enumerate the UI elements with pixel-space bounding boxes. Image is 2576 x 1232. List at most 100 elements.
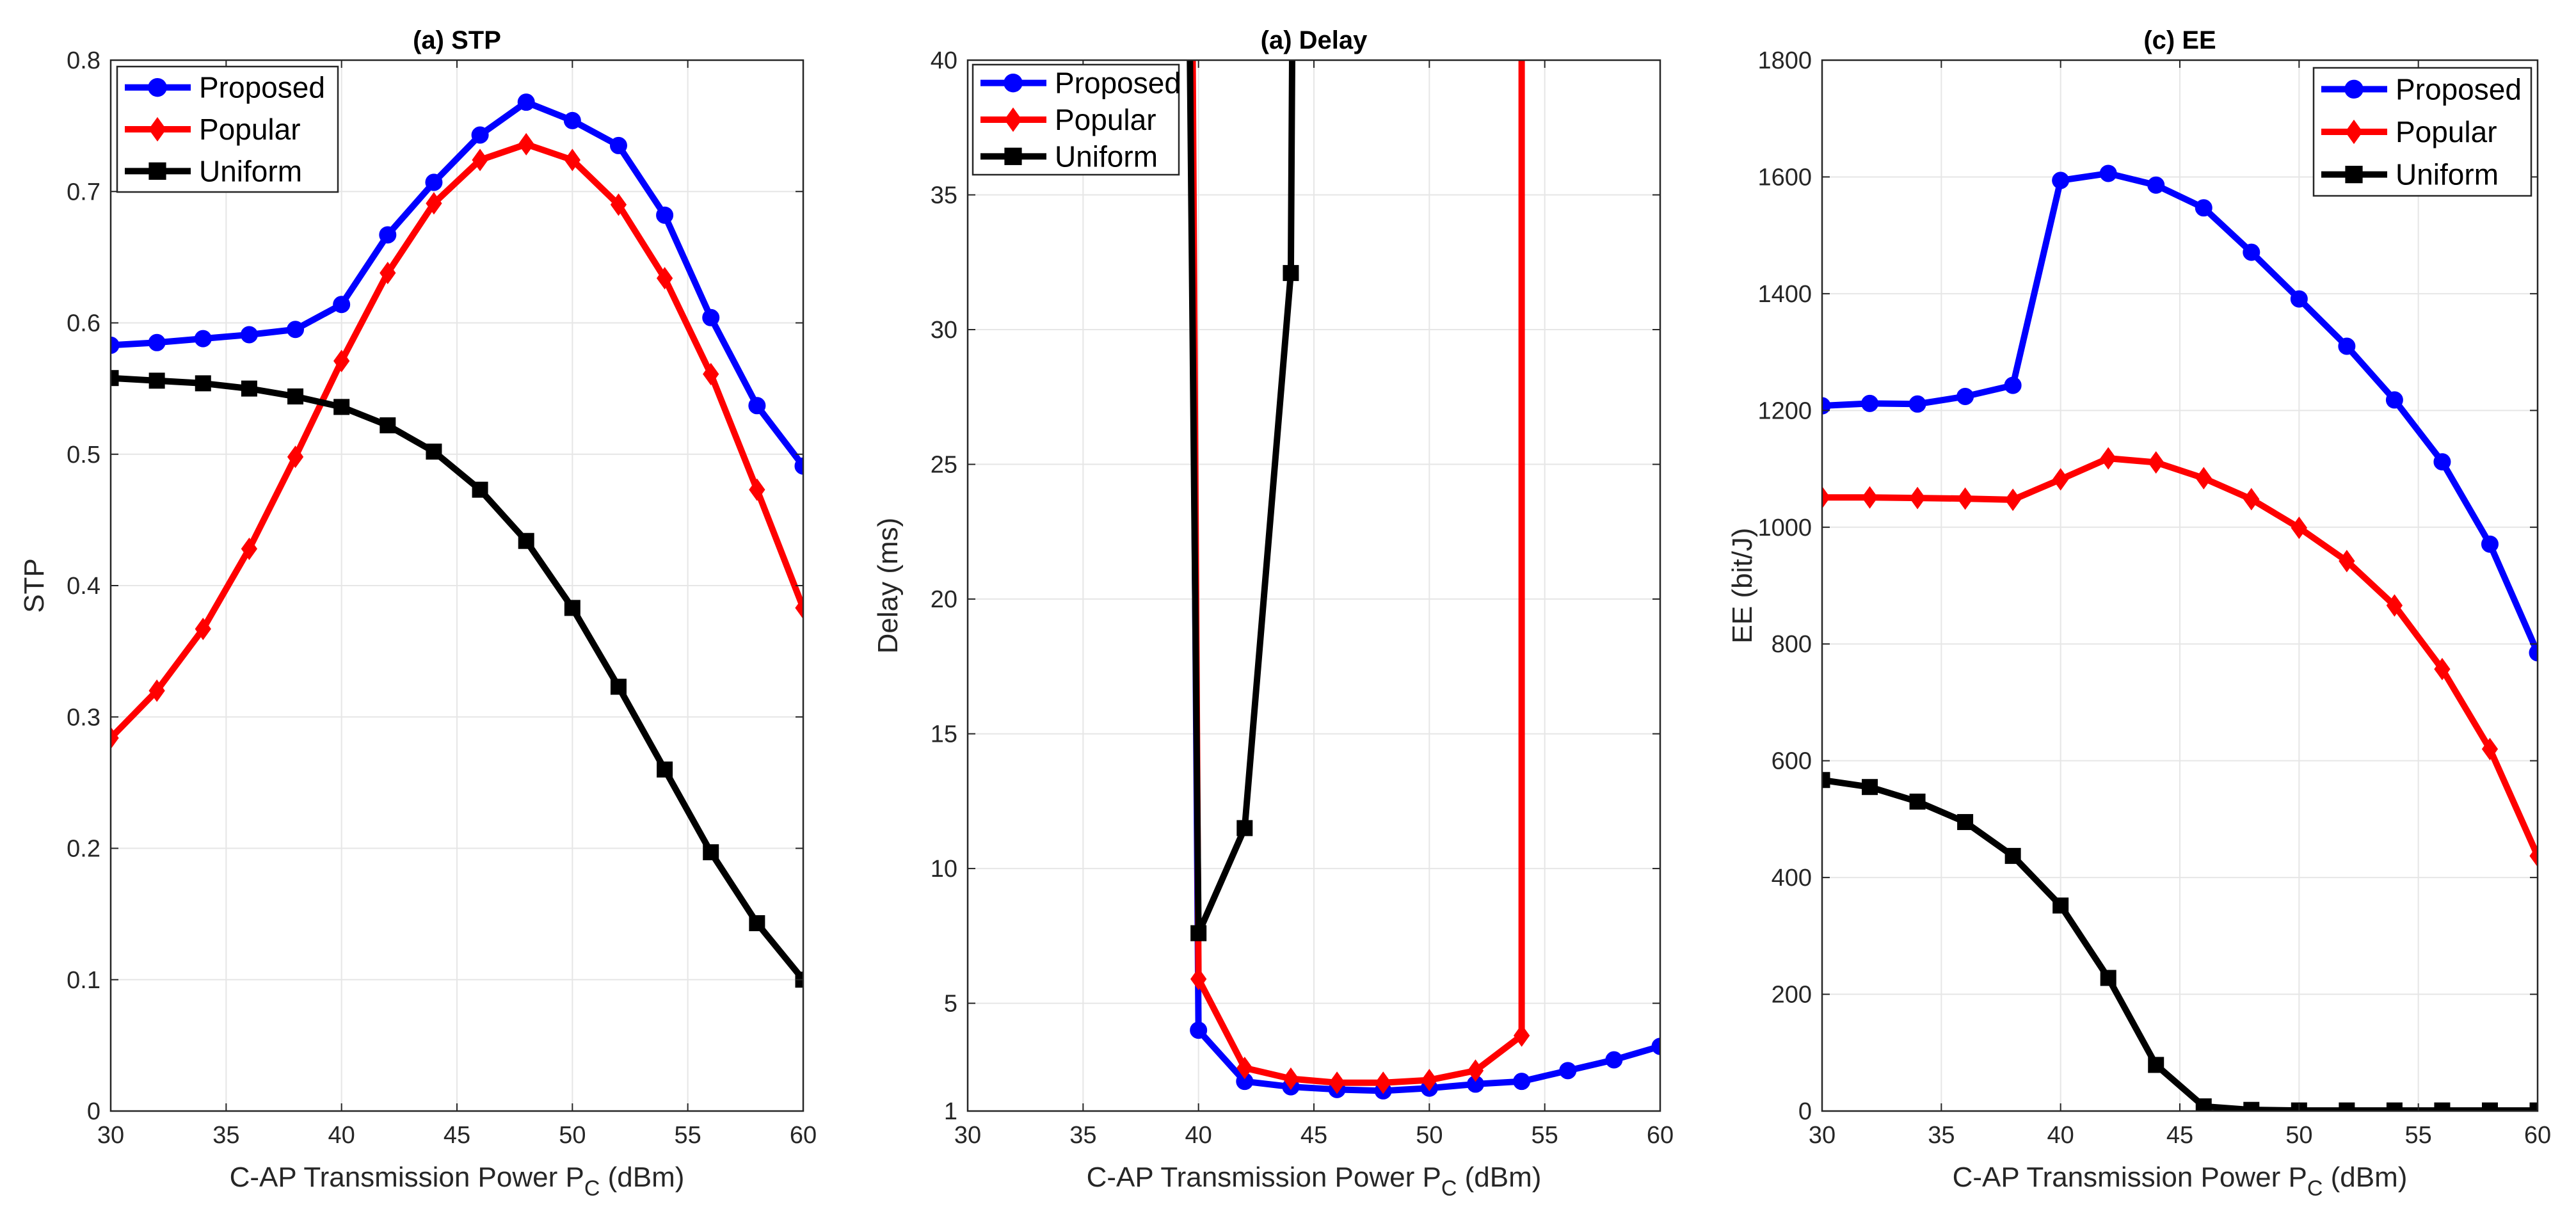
data-point-popular (2148, 451, 2164, 474)
data-point-popular (1467, 1059, 1484, 1082)
data-point-proposed (2243, 243, 2260, 261)
data-point-popular (148, 679, 165, 702)
data-point-proposed (794, 457, 803, 475)
legend-marker-proposed (148, 77, 167, 97)
x-tick-label: 40 (328, 1122, 355, 1149)
data-point-proposed (471, 126, 489, 144)
y-tick-label: 1000 (1757, 515, 1812, 541)
y-tick-label: 35 (931, 182, 957, 209)
y-tick-label: 0 (87, 1098, 100, 1125)
data-point-popular (2434, 657, 2451, 681)
y-tick-label: 0.1 (67, 967, 100, 994)
legend-label-uniform: Uniform (1055, 140, 1158, 173)
data-point-proposed (240, 326, 258, 344)
chart-title: (a) Delay (1261, 26, 1368, 54)
y-tick-label: 600 (1772, 748, 1812, 775)
x-tick-label: 35 (212, 1122, 239, 1149)
data-point-uniform (564, 600, 580, 616)
data-point-proposed (2290, 290, 2308, 308)
y-tick-label: 800 (1772, 631, 1812, 658)
data-point-proposed (2338, 337, 2356, 355)
series-group (111, 93, 803, 988)
x-tick-label: 60 (790, 1122, 817, 1149)
legend-label-popular: Popular (1055, 103, 1156, 136)
x-tick-label: 60 (2524, 1122, 2551, 1149)
data-point-popular (111, 726, 119, 749)
data-point-uniform (1909, 794, 1926, 810)
x-tick-label: 30 (1809, 1122, 1836, 1149)
x-tick-label: 50 (2285, 1122, 2312, 1149)
legend-label-popular: Popular (2396, 115, 2497, 148)
data-point-proposed (1861, 394, 1879, 412)
y-axis-label: EE (bit/J) (1727, 528, 1758, 644)
data-point-proposed (1822, 397, 1831, 415)
data-point-proposed (1513, 1073, 1531, 1091)
data-point-popular (2386, 594, 2403, 617)
data-point-proposed (2481, 535, 2499, 553)
y-axis-label: Delay (ms) (872, 518, 904, 654)
chart-title: (a) STP (413, 26, 501, 54)
x-tick-label: 30 (97, 1122, 124, 1149)
data-point-popular (2243, 488, 2260, 511)
data-point-uniform (2148, 1057, 2164, 1073)
y-tick-label: 0.7 (67, 179, 100, 205)
legend-marker-uniform (1004, 147, 1022, 165)
data-point-popular (2052, 468, 2069, 491)
data-point-proposed (2385, 391, 2403, 409)
x-axis-label-main: C-AP Transmission Power P (230, 1162, 584, 1193)
data-point-uniform (1957, 813, 1974, 830)
x-tick-label: 55 (1532, 1122, 1558, 1149)
data-point-uniform (657, 761, 673, 778)
data-point-popular (1375, 1071, 1391, 1094)
data-point-popular (2195, 467, 2212, 490)
y-tick-label: 1400 (1757, 281, 1812, 308)
data-point-proposed (1190, 1021, 1208, 1039)
x-tick-label: 30 (954, 1122, 981, 1149)
data-point-uniform (241, 380, 257, 397)
data-point-uniform (2243, 1101, 2260, 1111)
legend-marker-proposed (2344, 79, 2364, 99)
y-tick-label: 200 (1772, 982, 1812, 1009)
series-line-uniform (111, 374, 803, 983)
data-point-uniform (1236, 820, 1253, 836)
data-point-proposed (111, 336, 120, 354)
data-point-uniform (380, 417, 396, 434)
series-line-popular (1189, 60, 1525, 1086)
data-point-proposed (656, 206, 674, 224)
x-axis-label-unit: (dBm) (1457, 1162, 1541, 1193)
data-point-uniform (472, 481, 488, 498)
y-tick-label: 400 (1772, 865, 1812, 892)
y-tick-label: 15 (931, 721, 957, 748)
x-axis-label: C-AP Transmission Power PC (dBm) (1953, 1162, 2408, 1201)
data-point-uniform (1862, 779, 1878, 796)
data-point-proposed (148, 333, 166, 351)
legend-marker-popular (1004, 107, 1022, 132)
y-tick-label: 0.8 (67, 47, 100, 74)
x-axis-label-subscript: C (1441, 1176, 1457, 1201)
data-point-proposed (2147, 176, 2165, 194)
y-tick-label: 1600 (1757, 164, 1812, 191)
legend-marker-popular (2345, 119, 2363, 145)
legend-label-uniform: Uniform (199, 154, 302, 188)
data-point-uniform (148, 372, 165, 389)
x-tick-label: 35 (1069, 1122, 1096, 1149)
x-tick-label: 35 (1928, 1122, 1955, 1149)
data-point-popular (1909, 486, 1926, 509)
y-tick-label: 1800 (1757, 47, 1812, 74)
data-point-proposed (425, 173, 443, 191)
data-point-proposed (1908, 395, 1926, 413)
data-point-popular (2529, 844, 2538, 867)
data-point-uniform (195, 375, 211, 392)
x-tick-label: 45 (2166, 1122, 2193, 1149)
data-point-uniform (2052, 897, 2069, 914)
y-tick-label: 0.5 (67, 442, 100, 468)
ee-panel: 30 35 40 45 50 55 6002004006008001000120014001… (1727, 26, 2551, 1201)
y-tick-label: 40 (931, 47, 957, 74)
legend: Proposed Popular Uniform (2312, 67, 2532, 197)
data-point-popular (2339, 550, 2355, 573)
y-tick-label: 20 (931, 586, 957, 613)
data-point-popular (472, 148, 488, 172)
data-point-proposed (333, 296, 351, 314)
data-point-proposed (2195, 199, 2212, 217)
